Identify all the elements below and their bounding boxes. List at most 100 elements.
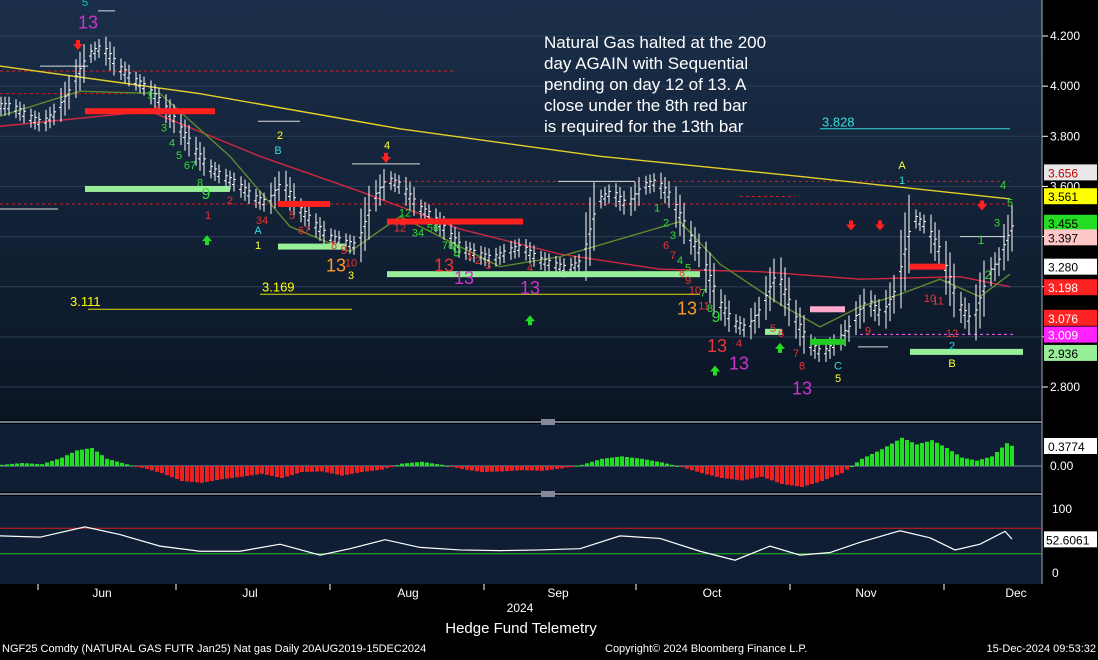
macd-bar [770,466,774,481]
macd-bar [985,457,989,466]
macd-bar [105,458,109,466]
macd-bar [550,466,554,470]
macd-bar [355,466,359,473]
macd-bar [400,463,404,466]
macd-bar [795,466,799,487]
macd-bar [740,466,744,481]
macd-bar [1010,445,1014,466]
value-tag-label: 3.397 [1048,231,1078,245]
macd-bar [615,457,619,466]
macd-bar [325,466,329,473]
macd-bar [210,466,214,481]
count-label: 10 [689,285,701,297]
setup-bar [910,348,1023,355]
macd-bar [915,444,919,466]
panel-resize-handle[interactable] [541,491,555,497]
macd-bar [385,466,389,469]
macd-bar [135,466,139,467]
axis-tick-label: 4.000 [1050,79,1080,93]
macd-bar [640,458,644,466]
macd-bar [560,466,564,469]
macd-bar [235,466,239,478]
macd-bar [645,459,649,466]
macd-bar [65,455,69,466]
count-label: 9 [865,325,871,337]
sell-arrow-icon [73,40,83,51]
sell-arrow-icon [977,200,987,211]
macd-bar [990,456,994,466]
macd-bar [35,463,39,466]
annotation: Natural Gas halted at the 200 day AGAIN … [544,33,766,136]
count-label: 3 [348,270,354,282]
value-tag [1044,344,1097,361]
level-labels: 3.828 3.111 3.169 [70,114,855,309]
annotation-line: close under the 8th red bar [544,96,748,115]
macd-bar [300,466,304,472]
count-label: 2 [155,105,161,117]
macd-bar [875,451,879,466]
macd-bar [100,455,104,466]
macd-bar [510,466,514,471]
count-label: 11 [698,300,709,312]
macd-bar [660,462,664,466]
count-label: 5 [289,210,295,222]
macd-bar [285,466,289,477]
count-label: 5 [835,373,841,385]
macd-bar [810,466,814,484]
price-panel [0,0,1042,420]
macd-bar [435,464,439,466]
month-label: Nov [855,586,876,600]
macd-value-tag [1044,438,1097,454]
time-axis: Jun Jul Aug Sep Oct Nov Dec 2024 [37,584,1027,615]
macd-bar [650,460,654,466]
month-label: Jul [242,586,257,600]
macd-bar [860,458,864,466]
setup-bar [910,263,945,270]
macd-bar [415,462,419,466]
macd-bar [880,449,884,466]
panel-resize-handle[interactable] [541,419,555,425]
value-tag [1044,326,1097,343]
month-label: Aug [397,586,418,600]
count-label: 1 [978,233,985,247]
count-label: 8 [799,360,805,372]
rsi-series-line [0,526,1013,561]
count-label: 2 [663,218,669,230]
macd-bar [980,459,984,466]
macd-bar [245,466,249,477]
macd-bar [960,457,964,466]
macd-bar [485,466,489,472]
count-label: 13 [729,353,749,373]
count-label: 4 [527,263,533,275]
value-tag-label: 3.076 [1048,312,1078,326]
setup-bar [278,243,345,250]
macd-bar [610,457,614,466]
setup-bar [387,271,700,278]
macd-bar [395,465,399,467]
macd-bar [85,448,89,466]
value-tag [1044,258,1097,275]
annotation-line: Natural Gas halted at the 200 [544,33,766,52]
macd-bar [850,466,854,467]
axis-tick-label: 4.200 [1050,29,1080,43]
rsi-value-label: 52.6061 [1046,533,1090,547]
count-label: 8 [331,240,337,252]
value-tag-label: 3.280 [1048,261,1078,275]
macd-bar [725,466,729,479]
setup-bar [810,306,845,313]
macd-bar [275,466,279,477]
macd-bar [90,448,94,466]
macd-bar [665,463,669,466]
annotation-line: pending on day 12 of 13. A [544,75,747,94]
macd-bar [630,457,634,466]
macd-bar [145,466,149,469]
macd-bar [265,466,269,475]
count-label: 13 [434,256,454,276]
buy-arrow-icon [525,315,535,326]
count-label: 3 [161,122,167,134]
value-tag [1044,229,1097,246]
macd-bar [165,466,169,476]
value-tag-label: 2.936 [1048,347,1078,361]
macd-bar [925,441,929,466]
